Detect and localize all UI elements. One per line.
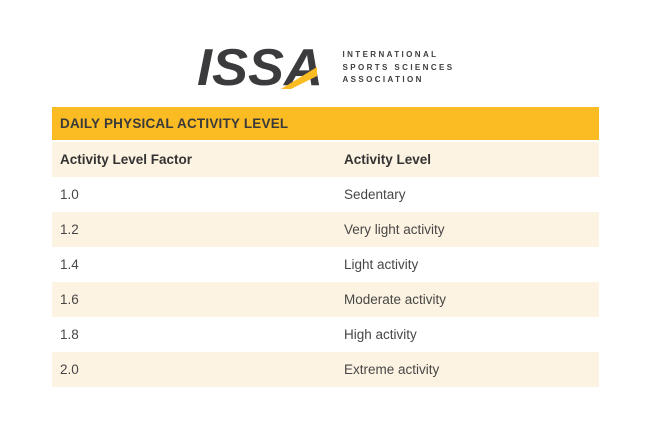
level-cell: Extreme activity xyxy=(344,362,440,377)
table-title: DAILY PHYSICAL ACTIVITY LEVEL xyxy=(60,116,289,131)
factor-cell: 1.4 xyxy=(60,257,79,272)
level-cell: High activity xyxy=(344,327,417,342)
level-cell: Light activity xyxy=(344,257,419,272)
factor-cell: 1.8 xyxy=(60,327,79,342)
level-cell: Very light activity xyxy=(344,222,445,237)
org-name-line: INTERNATIONAL xyxy=(342,50,439,59)
lightning-flash-icon xyxy=(281,67,318,89)
issa-org-name: INTERNATIONAL SPORTS SCIENCES ASSOCIATIO… xyxy=(342,42,454,87)
table-row: 2.0 Extreme activity xyxy=(52,352,599,387)
table-row: 1.4 Light activity xyxy=(52,247,599,282)
factor-cell: 1.6 xyxy=(60,292,79,307)
level-cell: Moderate activity xyxy=(344,292,447,307)
table-row: 1.2 Very light activity xyxy=(52,212,599,247)
org-name-line: ASSOCIATION xyxy=(342,75,424,84)
issa-wordmark-text: ISSA xyxy=(197,42,323,92)
table-row: 1.6 Moderate activity xyxy=(52,282,599,317)
issa-wordmark-graphic: ISSA xyxy=(197,39,323,97)
column-header-factor: Activity Level Factor xyxy=(60,152,193,167)
factor-cell: 2.0 xyxy=(60,362,79,377)
column-header-level: Activity Level xyxy=(344,152,432,167)
factor-cell: 1.0 xyxy=(60,187,79,202)
issa-wordmark: ISSA xyxy=(197,39,327,97)
issa-logo: ISSA INTERNATIONAL SPORTS SCIENCES ASSOC… xyxy=(0,39,652,97)
table-row: 1.8 High activity xyxy=(52,317,599,352)
org-name-line: SPORTS SCIENCES xyxy=(342,62,455,72)
level-cell: Sedentary xyxy=(344,187,406,202)
activity-level-table: DAILY PHYSICAL ACTIVITY LEVEL Activity L… xyxy=(52,107,599,387)
table-header-row: Activity Level Factor Activity Level xyxy=(52,142,599,177)
table-title-bar: DAILY PHYSICAL ACTIVITY LEVEL xyxy=(52,107,599,140)
factor-cell: 1.2 xyxy=(60,222,79,237)
table-row: 1.0 Sedentary xyxy=(52,177,599,212)
